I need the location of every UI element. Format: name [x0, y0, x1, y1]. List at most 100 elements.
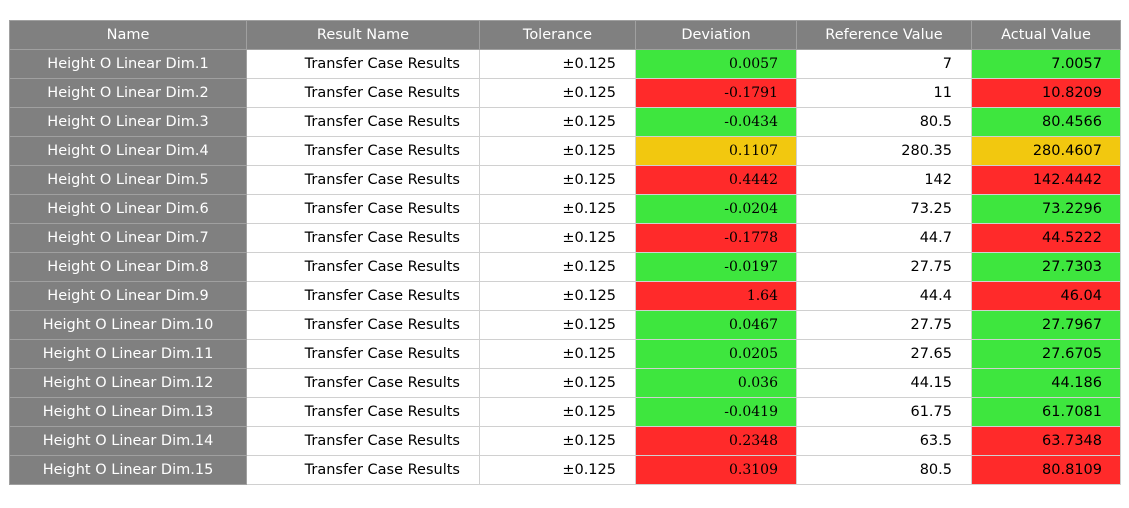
cell-actual-value: 27.6705: [971, 339, 1121, 369]
table-row[interactable]: Height O Linear Dim.11 Transfer Case Resu…: [9, 339, 1121, 369]
cell-actual-value: 44.186: [971, 368, 1121, 398]
table-row[interactable]: Height O Linear Dim.4 Transfer Case Resul…: [9, 136, 1121, 166]
cell-result-name: Transfer Case Results: [246, 368, 480, 398]
cell-reference-value: 80.5: [796, 107, 972, 137]
cell-result-name: Transfer Case Results: [246, 339, 480, 369]
cell-deviation: 0.0467: [635, 310, 797, 340]
cell-name: Height O Linear Dim.15: [9, 455, 247, 485]
cell-deviation: 0.036: [635, 368, 797, 398]
table-row[interactable]: Height O Linear Dim.2 Transfer Case Resul…: [9, 78, 1121, 108]
cell-result-name: Transfer Case Results: [246, 455, 480, 485]
cell-deviation: 0.0057: [635, 49, 797, 79]
table-body: Height O Linear Dim.1 Transfer Case Resul…: [9, 49, 1121, 485]
table-header: Name Result Name Tolerance Deviation Ref…: [9, 20, 1121, 50]
column-header-result-name[interactable]: Result Name: [246, 20, 480, 50]
cell-reference-value: 142: [796, 165, 972, 195]
cell-actual-value: 10.8209: [971, 78, 1121, 108]
cell-reference-value: 27.75: [796, 310, 972, 340]
column-header-actual-value[interactable]: Actual Value: [971, 20, 1121, 50]
cell-tolerance: ±0.125: [479, 455, 636, 485]
table-row[interactable]: Height O Linear Dim.15 Transfer Case Resu…: [9, 455, 1121, 485]
cell-name: Height O Linear Dim.11: [9, 339, 247, 369]
cell-name: Height O Linear Dim.6: [9, 194, 247, 224]
cell-tolerance: ±0.125: [479, 107, 636, 137]
cell-name: Height O Linear Dim.12: [9, 368, 247, 398]
cell-name: Height O Linear Dim.2: [9, 78, 247, 108]
cell-reference-value: 44.7: [796, 223, 972, 253]
cell-tolerance: ±0.125: [479, 281, 636, 311]
cell-result-name: Transfer Case Results: [246, 165, 480, 195]
column-header-name[interactable]: Name: [9, 20, 247, 50]
header-row: Name Result Name Tolerance Deviation Ref…: [9, 20, 1121, 50]
cell-tolerance: ±0.125: [479, 136, 636, 166]
cell-deviation: -0.0434: [635, 107, 797, 137]
cell-name: Height O Linear Dim.5: [9, 165, 247, 195]
results-table: Name Result Name Tolerance Deviation Ref…: [9, 20, 1121, 485]
cell-deviation: 1.64: [635, 281, 797, 311]
cell-tolerance: ±0.125: [479, 165, 636, 195]
table-row[interactable]: Height O Linear Dim.6 Transfer Case Resul…: [9, 194, 1121, 224]
cell-tolerance: ±0.125: [479, 223, 636, 253]
table-row[interactable]: Height O Linear Dim.14 Transfer Case Resu…: [9, 426, 1121, 456]
cell-actual-value: 73.2296: [971, 194, 1121, 224]
cell-actual-value: 7.0057: [971, 49, 1121, 79]
cell-deviation: -0.1778: [635, 223, 797, 253]
cell-result-name: Transfer Case Results: [246, 107, 480, 137]
cell-deviation: -0.0197: [635, 252, 797, 282]
cell-name: Height O Linear Dim.7: [9, 223, 247, 253]
cell-reference-value: 80.5: [796, 455, 972, 485]
cell-actual-value: 63.7348: [971, 426, 1121, 456]
cell-result-name: Transfer Case Results: [246, 397, 480, 427]
cell-tolerance: ±0.125: [479, 194, 636, 224]
cell-actual-value: 44.5222: [971, 223, 1121, 253]
cell-deviation: -0.0204: [635, 194, 797, 224]
cell-result-name: Transfer Case Results: [246, 252, 480, 282]
table-row[interactable]: Height O Linear Dim.12 Transfer Case Resu…: [9, 368, 1121, 398]
cell-result-name: Transfer Case Results: [246, 136, 480, 166]
cell-tolerance: ±0.125: [479, 49, 636, 79]
table-row[interactable]: Height O Linear Dim.13 Transfer Case Resu…: [9, 397, 1121, 427]
column-header-tolerance[interactable]: Tolerance: [479, 20, 636, 50]
cell-result-name: Transfer Case Results: [246, 49, 480, 79]
cell-reference-value: 44.4: [796, 281, 972, 311]
cell-actual-value: 142.4442: [971, 165, 1121, 195]
column-header-reference-value[interactable]: Reference Value: [796, 20, 972, 50]
cell-name: Height O Linear Dim.13: [9, 397, 247, 427]
cell-tolerance: ±0.125: [479, 310, 636, 340]
cell-reference-value: 7: [796, 49, 972, 79]
cell-actual-value: 80.8109: [971, 455, 1121, 485]
cell-reference-value: 73.25: [796, 194, 972, 224]
cell-name: Height O Linear Dim.14: [9, 426, 247, 456]
table-row[interactable]: Height O Linear Dim.5 Transfer Case Resul…: [9, 165, 1121, 195]
cell-actual-value: 46.04: [971, 281, 1121, 311]
table-row[interactable]: Height O Linear Dim.10 Transfer Case Resu…: [9, 310, 1121, 340]
cell-result-name: Transfer Case Results: [246, 194, 480, 224]
cell-name: Height O Linear Dim.9: [9, 281, 247, 311]
table-row[interactable]: Height O Linear Dim.1 Transfer Case Resul…: [9, 49, 1121, 79]
cell-name: Height O Linear Dim.1: [9, 49, 247, 79]
cell-deviation: 0.0205: [635, 339, 797, 369]
table-row[interactable]: Height O Linear Dim.9 Transfer Case Resul…: [9, 281, 1121, 311]
cell-reference-value: 280.35: [796, 136, 972, 166]
cell-deviation: 0.1107: [635, 136, 797, 166]
cell-deviation: -0.1791: [635, 78, 797, 108]
cell-result-name: Transfer Case Results: [246, 223, 480, 253]
table-row[interactable]: Height O Linear Dim.8 Transfer Case Resul…: [9, 252, 1121, 282]
cell-name: Height O Linear Dim.3: [9, 107, 247, 137]
cell-result-name: Transfer Case Results: [246, 310, 480, 340]
cell-deviation: 0.2348: [635, 426, 797, 456]
column-header-deviation[interactable]: Deviation: [635, 20, 797, 50]
cell-reference-value: 44.15: [796, 368, 972, 398]
cell-deviation: 0.4442: [635, 165, 797, 195]
cell-actual-value: 280.4607: [971, 136, 1121, 166]
table-row[interactable]: Height O Linear Dim.7 Transfer Case Resul…: [9, 223, 1121, 253]
cell-actual-value: 27.7303: [971, 252, 1121, 282]
cell-name: Height O Linear Dim.8: [9, 252, 247, 282]
cell-reference-value: 63.5: [796, 426, 972, 456]
cell-actual-value: 61.7081: [971, 397, 1121, 427]
cell-deviation: 0.3109: [635, 455, 797, 485]
cell-result-name: Transfer Case Results: [246, 78, 480, 108]
cell-tolerance: ±0.125: [479, 78, 636, 108]
cell-tolerance: ±0.125: [479, 397, 636, 427]
table-row[interactable]: Height O Linear Dim.3 Transfer Case Resul…: [9, 107, 1121, 137]
